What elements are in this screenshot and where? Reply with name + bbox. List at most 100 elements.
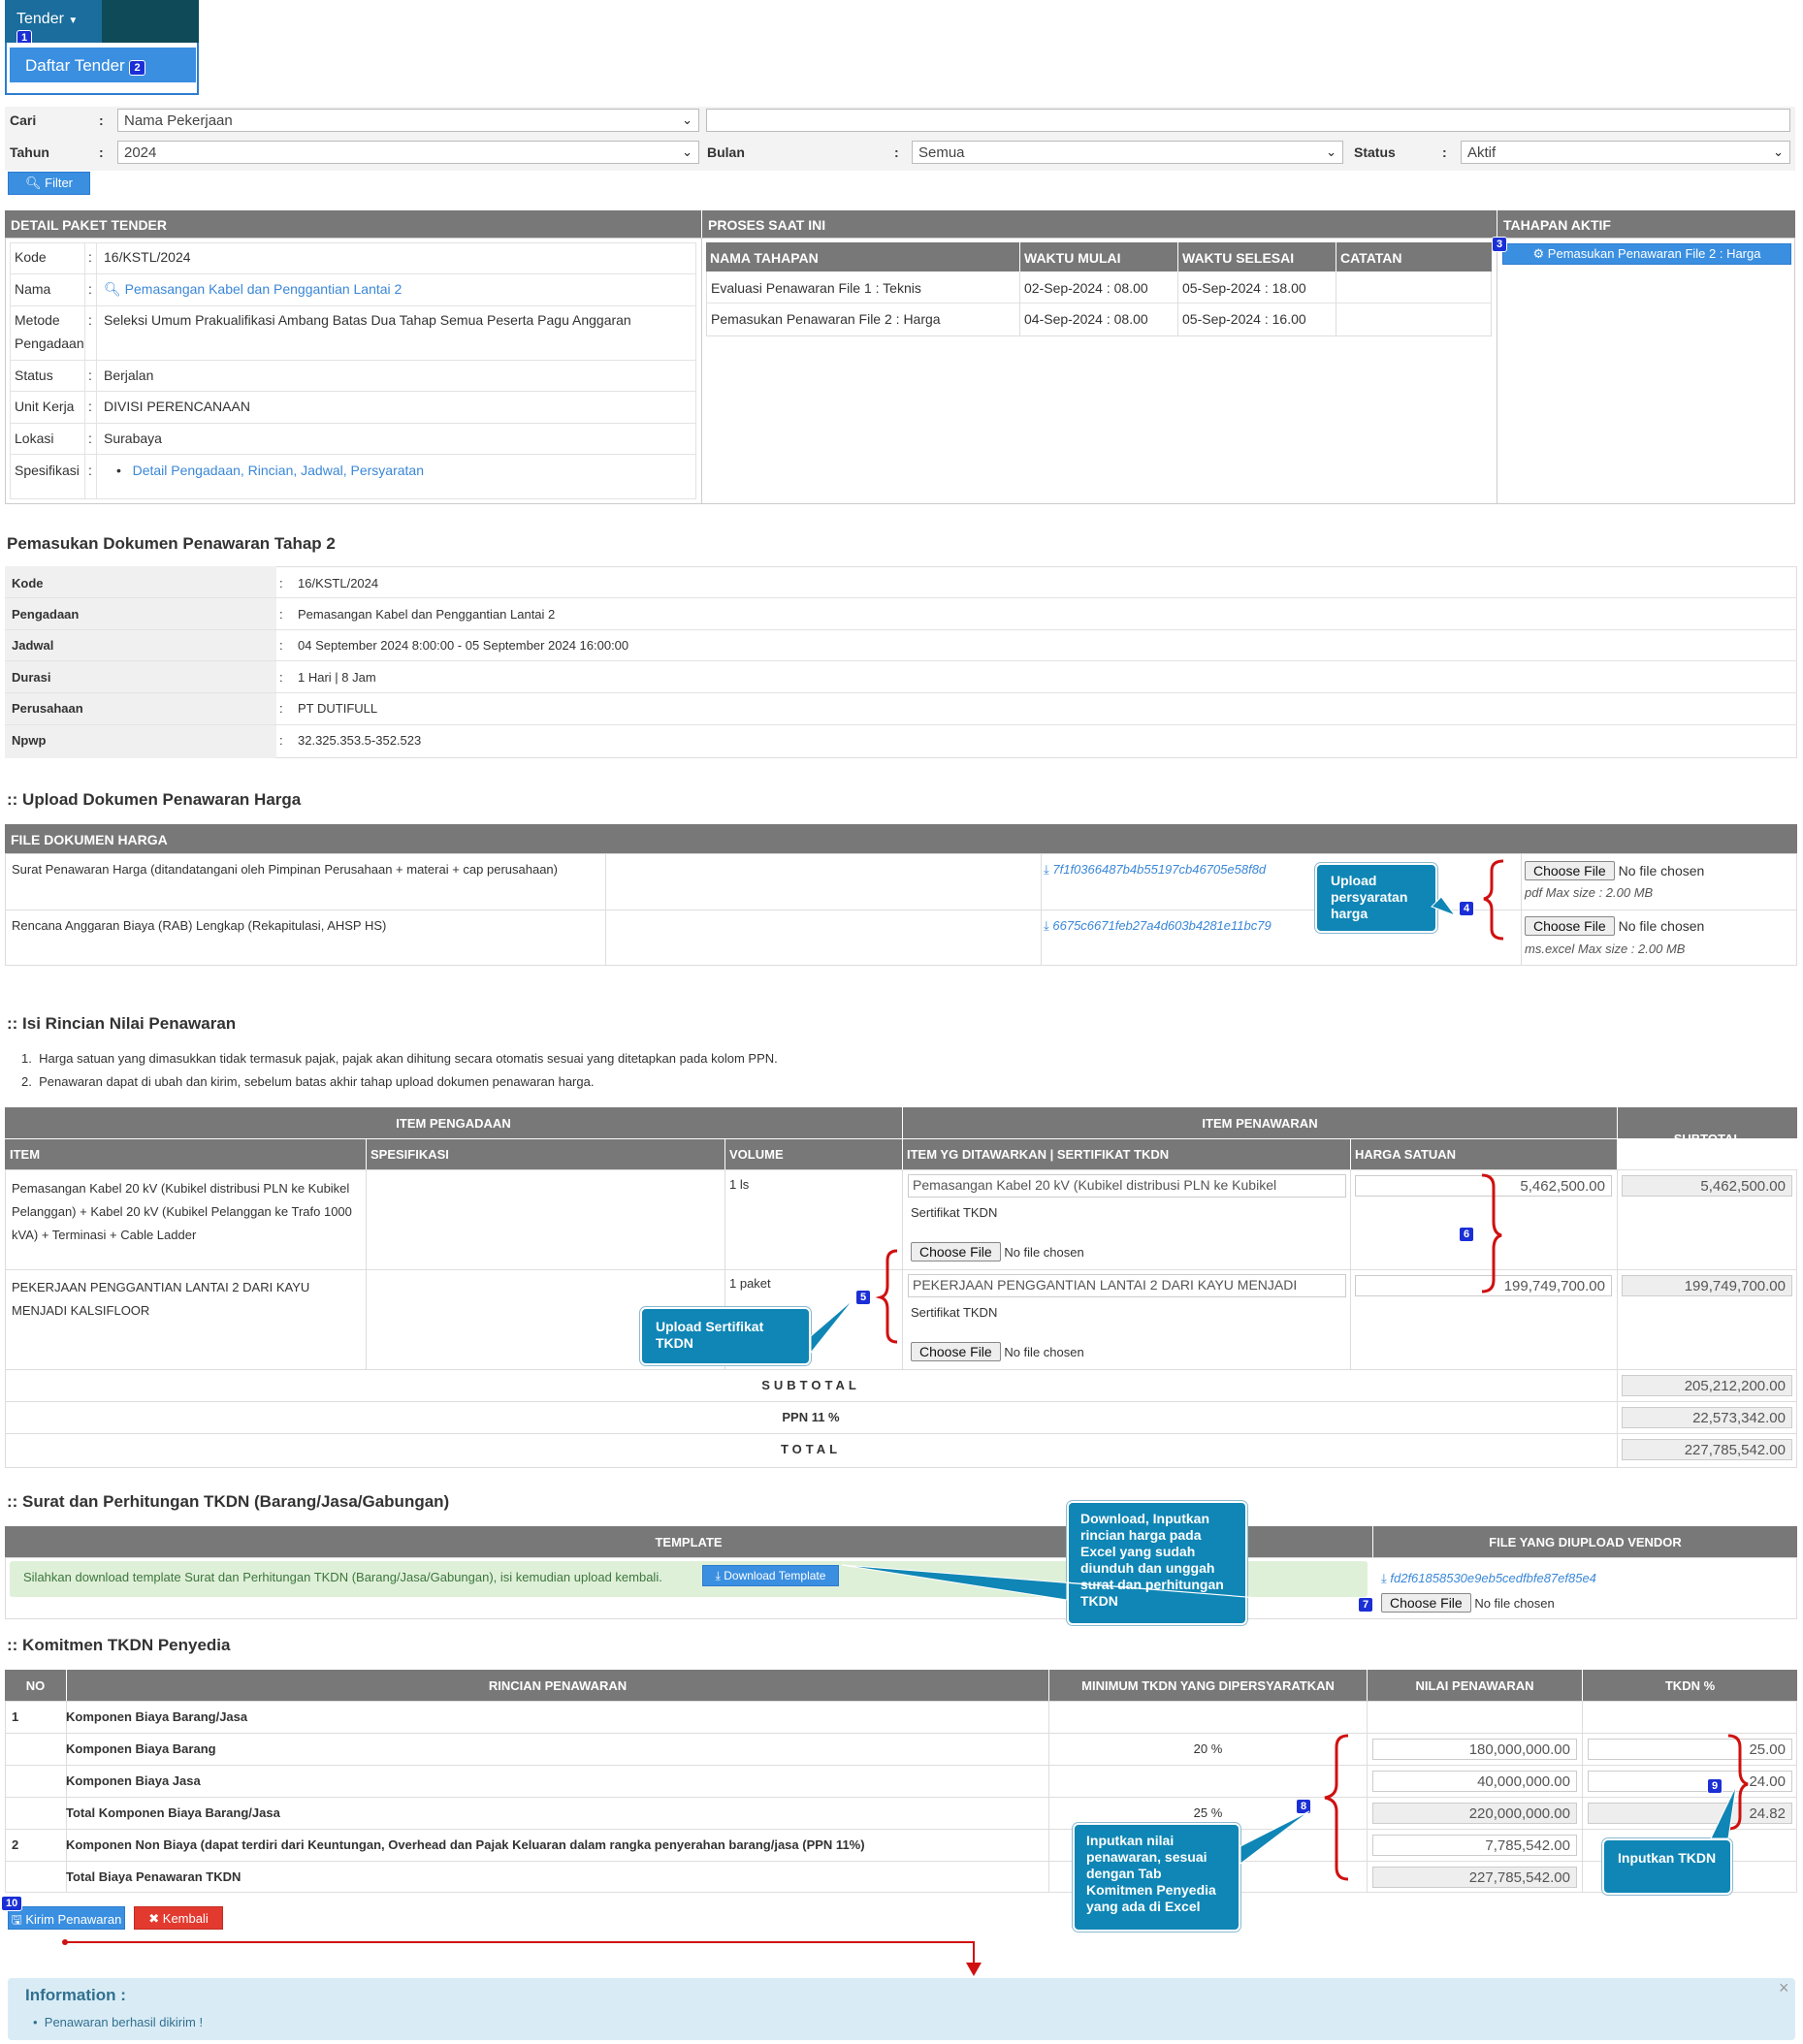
- head-harga-satuan: HARGA SATUAN: [1355, 1147, 1456, 1162]
- dokumen-label: Durasi: [12, 670, 51, 685]
- status-select[interactable]: Aktif ⌄: [1461, 141, 1790, 164]
- close-icon[interactable]: ×: [1779, 1978, 1789, 1997]
- detail-row-status: [10, 361, 696, 392]
- tender-menu-button[interactable]: Tender ▼ 1: [5, 0, 102, 46]
- colon: :: [279, 576, 283, 591]
- vendor-file-link[interactable]: ⤓ fd2f61858530e9eb5cedfbfe87ef85e4: [1381, 1571, 1596, 1586]
- cari-input[interactable]: [706, 109, 1790, 132]
- kirim-penawaran-button[interactable]: 🖫 Kirim Penawaran: [8, 1906, 125, 1930]
- detail-value: Seleksi Umum Prakualifikasi Ambang Batas…: [104, 312, 631, 328]
- sertifikat-file-input[interactable]: Choose File No file chosen: [911, 1242, 1084, 1262]
- sertifikat-file-input[interactable]: Choose File No file chosen: [911, 1342, 1084, 1361]
- tahun-select[interactable]: 2024 ⌄: [117, 141, 699, 164]
- choose-file-button[interactable]: Choose File: [1525, 916, 1615, 936]
- rincian-note-text: Harga satuan yang dimasukkan tidak terma…: [39, 1051, 778, 1066]
- tahapan-aktif-button[interactable]: ⚙ Pemasukan Penawaran File 2 : Harga: [1502, 243, 1791, 265]
- dokumen-row: [5, 566, 1797, 598]
- item-ditawarkan-textarea[interactable]: Pemasangan Kabel 20 kV (Kubikel distribu…: [908, 1174, 1346, 1198]
- sertifikat-label: Sertifikat TKDN: [911, 1205, 998, 1220]
- nilai-penawaran-input[interactable]: 7,785,542.00: [1372, 1835, 1577, 1856]
- callout-inputkan-nilai: Inputkan nilai penawaran, sesuai dengan …: [1073, 1823, 1240, 1932]
- surat-head: [5, 1526, 1797, 1557]
- row-sep: [5, 1765, 1797, 1766]
- chevron-down-icon: ⌄: [1326, 144, 1336, 159]
- upload-file-link[interactable]: ⤓ 7f1f0366487b4b55197cb46705e58f8d: [1044, 862, 1266, 878]
- vendor-file-input[interactable]: Choose File No file chosen: [1381, 1593, 1555, 1613]
- dokumen-label: Pengadaan: [12, 607, 80, 622]
- colon: :: [1442, 144, 1447, 160]
- search-icon: 🔍︎: [104, 281, 121, 297]
- ppn-label: PPN 11 %: [782, 1410, 840, 1424]
- colon: :: [88, 431, 92, 446]
- komitmen-head-nilai: NILAI PENAWARAN: [1415, 1678, 1534, 1693]
- colon: :: [279, 701, 283, 716]
- upload-file-input[interactable]: Choose File No file chosen: [1525, 861, 1704, 880]
- head-sep: [724, 1138, 725, 1169]
- spesifikasi-link[interactable]: • Detail Pengadaan, Rincian, Jadwal, Per…: [116, 463, 424, 478]
- surat-head-file-vendor: FILE YANG DIUPLOAD VENDOR: [1489, 1535, 1682, 1549]
- komitmen-head-rincian: RINCIAN PENAWARAN: [488, 1678, 628, 1693]
- callout-download-template: Download, Inputkan rincian harga pada Ex…: [1067, 1501, 1247, 1625]
- tahun-select-value: 2024: [124, 144, 157, 161]
- filter-button-label: Filter: [45, 176, 74, 190]
- rincian-item-volume: 1 ls: [729, 1177, 750, 1192]
- menu-item-daftar-tender[interactable]: Daftar Tender 2: [10, 48, 196, 82]
- detail-row-kode: [10, 242, 696, 274]
- bulan-label: Bulan: [707, 144, 745, 160]
- choose-file-button[interactable]: Choose File: [1525, 861, 1615, 880]
- item-ditawarkan-textarea[interactable]: PEKERJAAN PENGGANTIAN LANTAI 2 DARI KAYU…: [908, 1274, 1346, 1297]
- no-file-label: No file chosen: [1004, 1345, 1084, 1359]
- search-icon: 🔍︎: [24, 176, 42, 190]
- detail-col-sep2: [96, 242, 97, 499]
- upload-file-name: 6675c6671feb27a4d603b4281e11bc79: [1052, 918, 1272, 933]
- head-item-ditawarkan: ITEM YG DITAWARKAN | SERTIFIKAT TKDN: [907, 1147, 1170, 1162]
- detail-row-unit: [10, 392, 696, 424]
- komitmen-title: :: Komitmen TKDN Penyedia: [7, 1636, 231, 1654]
- upload-file-link[interactable]: ⤓ 6675c6671feb27a4d603b4281e11bc79: [1044, 918, 1272, 934]
- step-badge: 9: [1707, 1778, 1723, 1794]
- nilai-penawaran-input[interactable]: 180,000,000.00: [1372, 1739, 1577, 1760]
- item-ditawarkan-value: PEKERJAAN PENGGANTIAN LANTAI 2 DARI KAYU…: [913, 1277, 1298, 1293]
- detail-row-lokasi: [10, 424, 696, 455]
- choose-file-button[interactable]: Choose File: [911, 1242, 1001, 1262]
- bulan-select[interactable]: Semua ⌄: [912, 141, 1343, 164]
- detail-col-sep: [84, 242, 85, 499]
- detail-inner-table: [10, 242, 696, 499]
- kembali-button[interactable]: ✖ Kembali: [134, 1906, 223, 1930]
- download-template-button[interactable]: ⤓ Download Template: [702, 1565, 839, 1586]
- nilai-penawaran-input[interactable]: 40,000,000.00: [1372, 1771, 1577, 1792]
- detail-value: 16/KSTL/2024: [104, 249, 191, 265]
- step-badge: 2: [129, 60, 145, 76]
- callout-pointer: [1240, 1810, 1310, 1866]
- rincian-item-name: PEKERJAAN PENGGANTIAN LANTAI 2 DARI KAYU…: [12, 1280, 310, 1318]
- detail-label: Lokasi: [15, 431, 54, 446]
- upload-file-input[interactable]: Choose File No file chosen: [1525, 916, 1704, 936]
- dokumen-title: Pemasukan Dokumen Penawaran Tahap 2: [7, 534, 336, 553]
- callout-pointer: [1431, 896, 1457, 917]
- dokumen-label: Kode: [12, 576, 44, 591]
- col-sep: [1041, 853, 1042, 966]
- head-sep: [1367, 1670, 1368, 1701]
- brace-mark: [1483, 859, 1504, 941]
- komitmen-rincian: Total Biaya Penawaran TKDN: [66, 1869, 241, 1884]
- proses-head: PROSES SAAT INI: [701, 210, 1497, 238]
- filter-button[interactable]: 🔍︎ Filter: [8, 172, 90, 195]
- colon: :: [88, 463, 92, 478]
- choose-file-button[interactable]: Choose File: [911, 1342, 1001, 1361]
- komitmen-rincian: Komponen Biaya Barang/Jasa: [66, 1709, 248, 1724]
- dokumen-row: [5, 661, 1797, 693]
- dokumen-value: 1 Hari | 8 Jam: [298, 670, 376, 685]
- komitmen-rincian: Total Komponen Biaya Barang/Jasa: [66, 1805, 280, 1820]
- row-sep: [5, 1369, 1797, 1370]
- cari-select[interactable]: Nama Pekerjaan ⌄: [117, 109, 699, 132]
- choose-file-button[interactable]: Choose File: [1381, 1593, 1471, 1613]
- download-icon: ⤓: [1044, 918, 1049, 933]
- head-sep: [1582, 1670, 1583, 1701]
- paket-name-link[interactable]: 🔍︎ Pemasangan Kabel dan Penggantian Lant…: [104, 281, 402, 298]
- colon: :: [894, 144, 899, 160]
- head-item-penawaran: ITEM PENAWARAN: [1202, 1116, 1318, 1131]
- komitmen-no: 2: [12, 1837, 19, 1852]
- head-sep: [366, 1138, 367, 1169]
- komitmen-rincian: Komponen Biaya Jasa: [66, 1773, 201, 1788]
- harga-satuan-input[interactable]: 199,749,700.00: [1355, 1275, 1612, 1296]
